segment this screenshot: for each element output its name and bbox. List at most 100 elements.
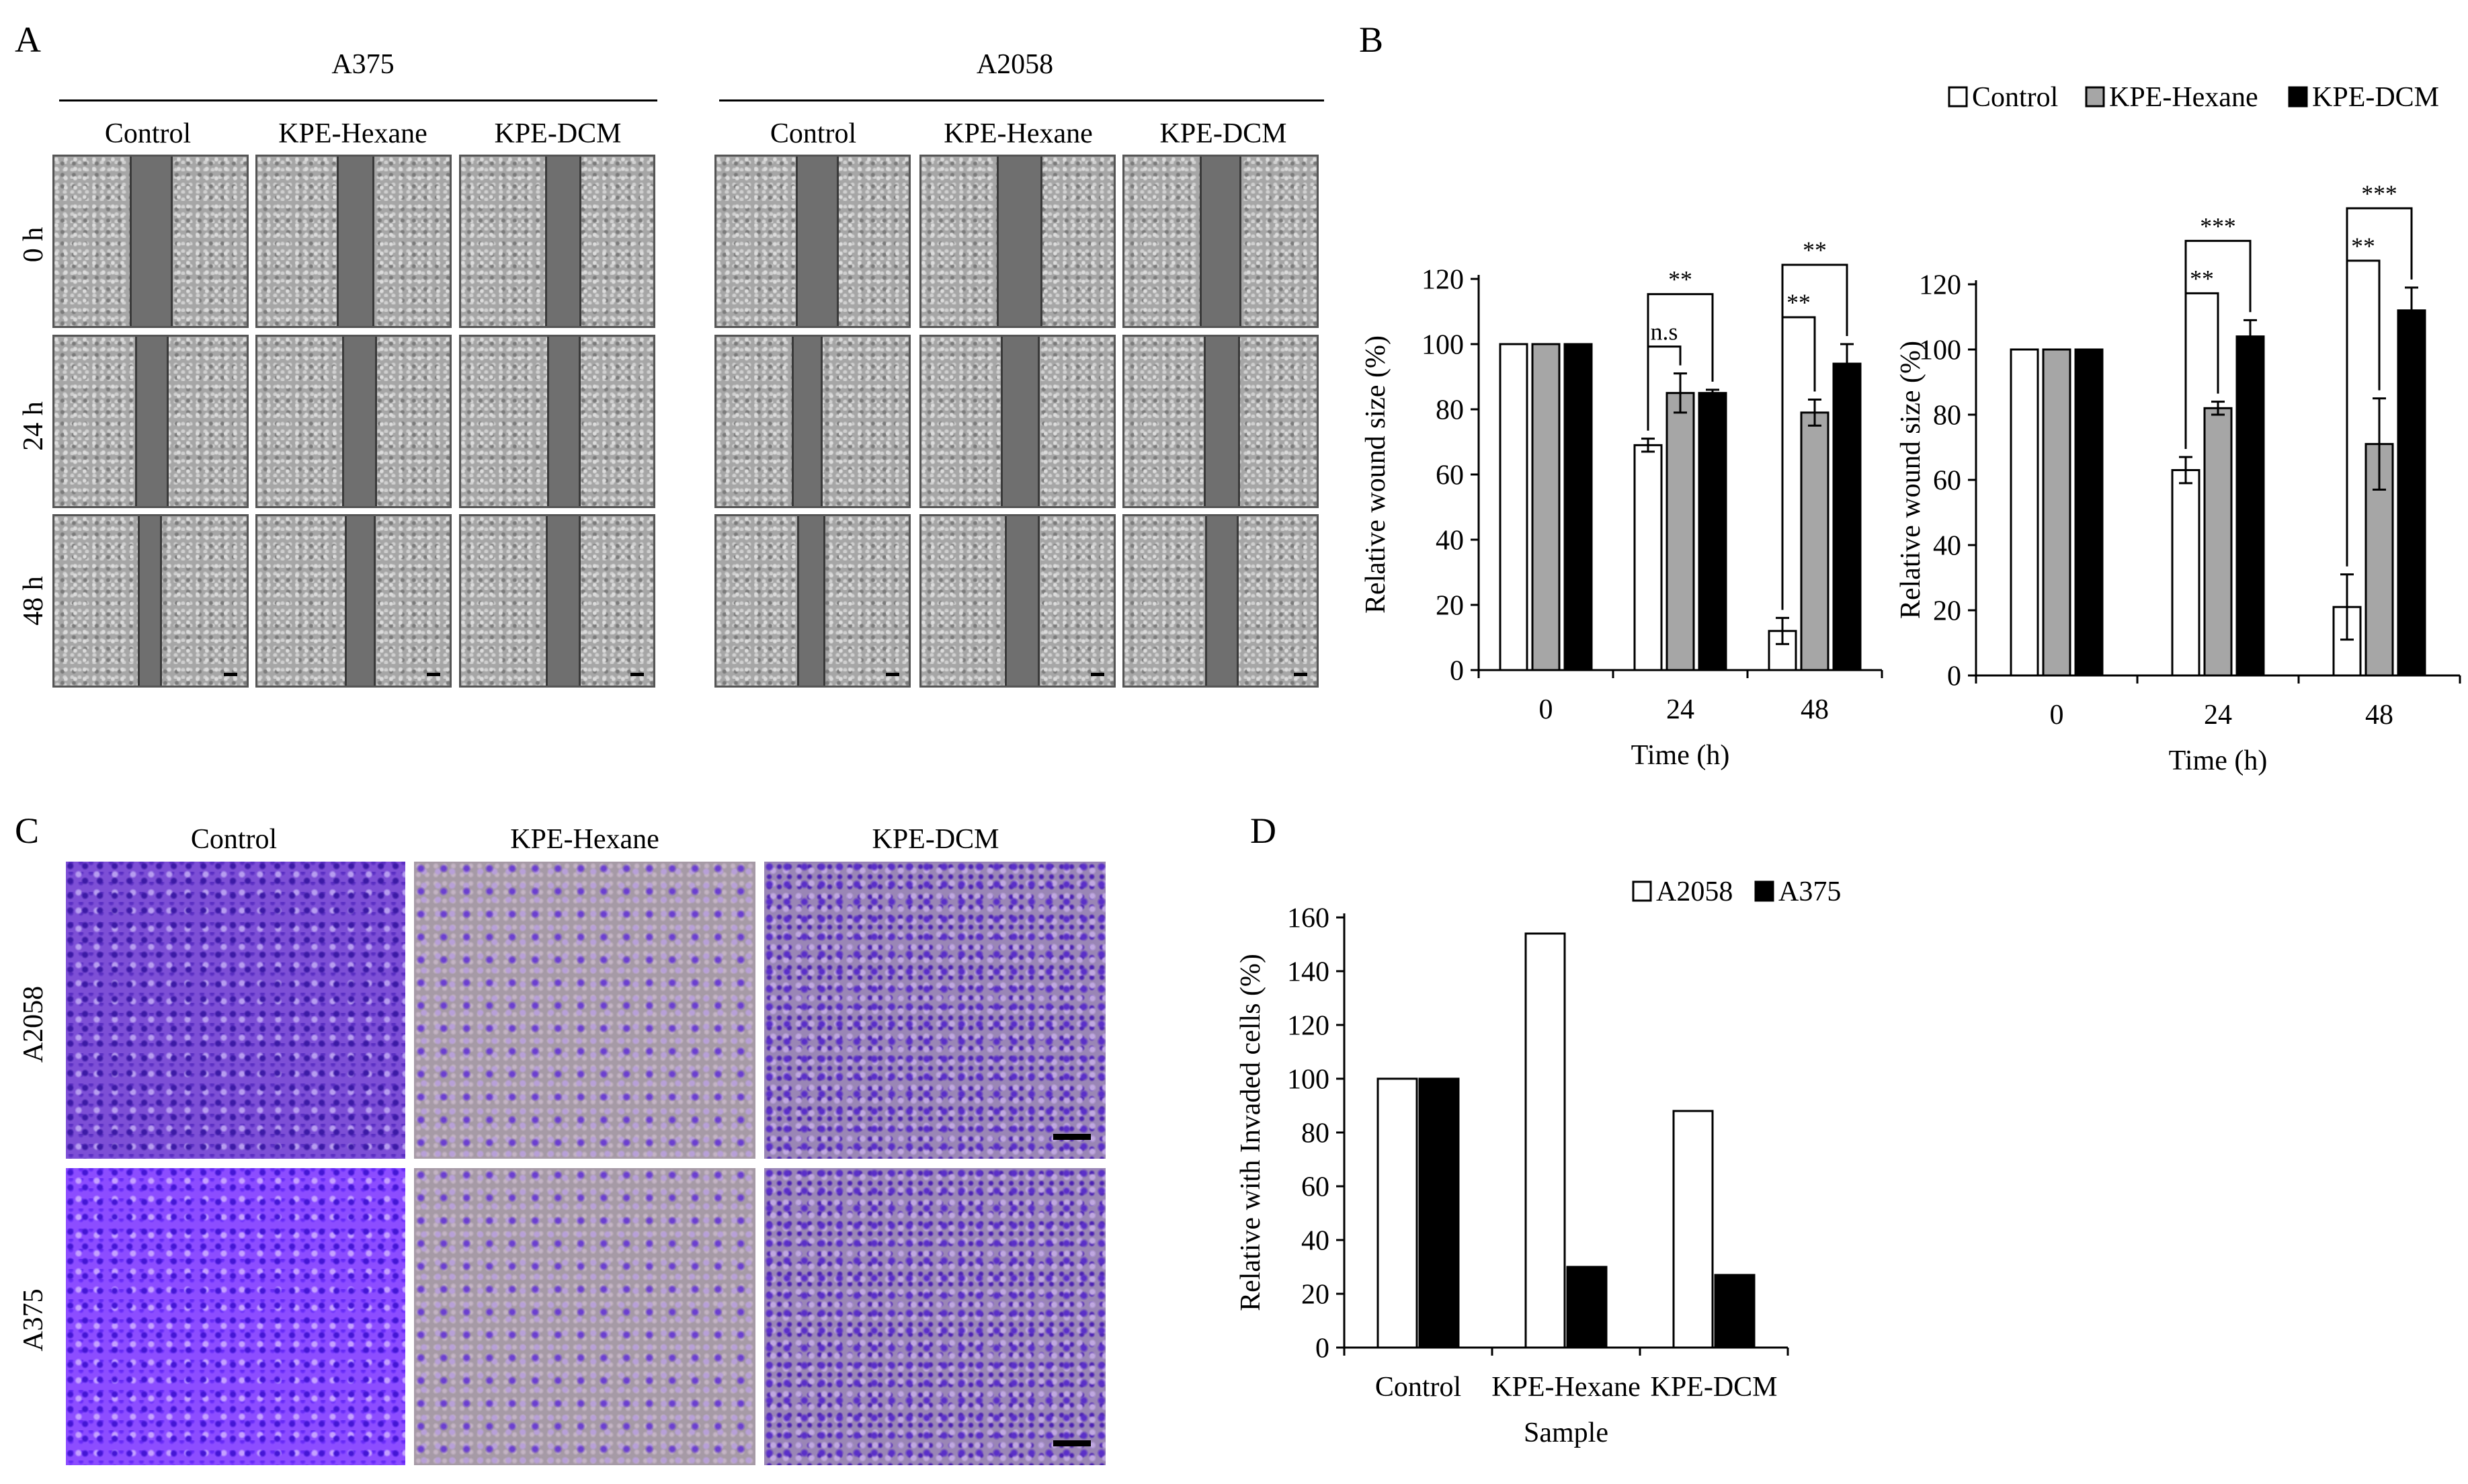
wound-image-a2058-hexane-0h: [919, 155, 1116, 328]
invasion-image-a2058-control: [66, 862, 405, 1159]
panel-a-col-label: KPE-Hexane: [944, 118, 1093, 149]
x-tick-label: 48: [1801, 694, 1829, 725]
legend-label: A2058: [1656, 876, 1733, 907]
x-tick-label: 24: [1666, 694, 1694, 725]
scale-bar: [427, 673, 440, 676]
bar: [1531, 343, 1561, 671]
wound-image-a2058-control-0h: [714, 155, 911, 328]
y-tick-label: 0: [1450, 656, 1464, 687]
y-tick-label: 40: [1436, 526, 1464, 556]
panel-a-col-label: KPE-DCM: [1159, 118, 1287, 149]
bar: [2074, 348, 2104, 677]
panel-a-letter: A: [15, 19, 41, 60]
invasion-image-a375-dcm: [764, 1168, 1106, 1465]
bar: [1376, 1077, 1418, 1349]
wound-gap: [337, 157, 374, 326]
legend-label: A375: [1778, 876, 1841, 907]
y-tick-label: 160: [1287, 903, 1329, 934]
significance-label: n.s: [1651, 319, 1678, 345]
panel-b-letter: B: [1359, 19, 1384, 60]
wound-gap: [135, 337, 169, 506]
y-tick-label: 100: [1287, 1065, 1329, 1096]
legend-swatch: [2085, 86, 2105, 108]
significance-label: ***: [2361, 180, 2397, 207]
panel-a-group-rule-a2058: [719, 99, 1324, 101]
y-axis-label: Relative with Invaded cells (%): [1235, 954, 1266, 1311]
wound-image-a375-hexane-0h: [255, 155, 452, 328]
invasion-image-a2058-hexane: [414, 862, 755, 1159]
panel-a-row-label: 24 h: [18, 401, 49, 451]
y-tick-label: 60: [1436, 460, 1464, 491]
scale-bar: [1053, 1134, 1091, 1140]
bar: [1665, 392, 1695, 671]
panel-c-col-label: Control: [190, 824, 278, 855]
panel-c-col-label: KPE-DCM: [872, 824, 999, 855]
y-tick-label: 100: [1422, 330, 1464, 361]
y-tick-label: 20: [1436, 591, 1464, 622]
panel-a-row-label: 0 h: [18, 226, 49, 263]
x-axis-label: Sample: [1524, 1417, 1608, 1448]
bar: [1418, 1077, 1460, 1349]
wound-gap: [1204, 337, 1240, 506]
y-tick-label: 80: [1301, 1118, 1329, 1149]
legend-label: KPE-Hexane: [2109, 82, 2258, 113]
panel-a-col-label: KPE-DCM: [494, 118, 622, 149]
bar: [1832, 362, 1862, 671]
legend-swatch: [1948, 86, 1968, 108]
wound-image-a375-control-48h: [52, 514, 249, 688]
panel-a-col-label: KPE-Hexane: [278, 118, 427, 149]
y-tick-label: 140: [1287, 957, 1329, 988]
bar: [1563, 343, 1593, 671]
chart-d: 0 20 40 60 80 100 120 140 160 Control KPE-Hexane KP…: [1235, 876, 1841, 1448]
y-tick-label: 120: [1287, 1011, 1329, 1042]
x-axis-label: Time (h): [1631, 740, 1730, 771]
wound-gap: [345, 516, 376, 686]
panel-c-col-label: KPE-Hexane: [510, 824, 659, 855]
x-tick-label: KPE-Hexane: [1491, 1372, 1641, 1403]
scale-bar: [630, 673, 644, 676]
scale-bar: [224, 673, 237, 676]
legend-label: KPE-DCM: [2312, 82, 2439, 113]
bar: [1698, 392, 1727, 671]
bar: [2042, 348, 2071, 677]
y-tick-label: 0: [1315, 1333, 1329, 1364]
wound-image-a2058-dcm-24h: [1122, 335, 1319, 508]
panel-c-letter: C: [15, 811, 40, 851]
wound-image-a375-control-24h: [52, 335, 249, 508]
y-tick-label: 120: [1919, 270, 1961, 301]
bar: [1633, 444, 1663, 671]
significance-bracket: [2346, 207, 2413, 567]
wound-gap: [545, 157, 581, 326]
wound-gap: [796, 157, 839, 326]
y-tick-label: 40: [1301, 1226, 1329, 1257]
wound-gap: [1001, 337, 1040, 506]
panel-c-row-label: A2058: [18, 985, 49, 1063]
scale-bar: [1294, 673, 1307, 676]
legend-swatch: [2288, 86, 2308, 108]
bar: [1524, 932, 1566, 1349]
scale-bar: [1053, 1440, 1091, 1446]
y-tick-label: 80: [1933, 401, 1961, 431]
panel-c-row-label: A375: [18, 1288, 49, 1352]
y-tick-label: 80: [1436, 395, 1464, 426]
bar: [2235, 335, 2265, 677]
wound-gap: [1005, 516, 1040, 686]
y-tick-label: 120: [1422, 265, 1464, 296]
y-tick-label: 0: [1947, 661, 1961, 692]
x-axis-label: Time (h): [2169, 745, 2268, 776]
panel-a-col-label: Control: [770, 118, 857, 149]
chart-b-left: 0 20 40 60 80 100 120 0 24 48 n.s ** ** ** Time (h) Rel…: [1360, 237, 1883, 771]
significance-label: **: [2351, 233, 2375, 259]
bar: [2171, 468, 2200, 677]
x-tick-label: KPE-DCM: [1650, 1372, 1777, 1403]
significance-bracket: [1781, 263, 1848, 610]
invasion-image-a2058-dcm: [764, 862, 1106, 1159]
wound-image-a375-control-0h: [52, 155, 249, 328]
panel-a-row-label: 48 h: [18, 576, 49, 626]
invasion-image-a375-hexane: [414, 1168, 755, 1465]
x-tick-label: Control: [1375, 1372, 1461, 1403]
wound-image-a2058-hexane-48h: [919, 514, 1116, 688]
bar: [1499, 343, 1528, 671]
wound-image-a375-dcm-24h: [459, 335, 655, 508]
